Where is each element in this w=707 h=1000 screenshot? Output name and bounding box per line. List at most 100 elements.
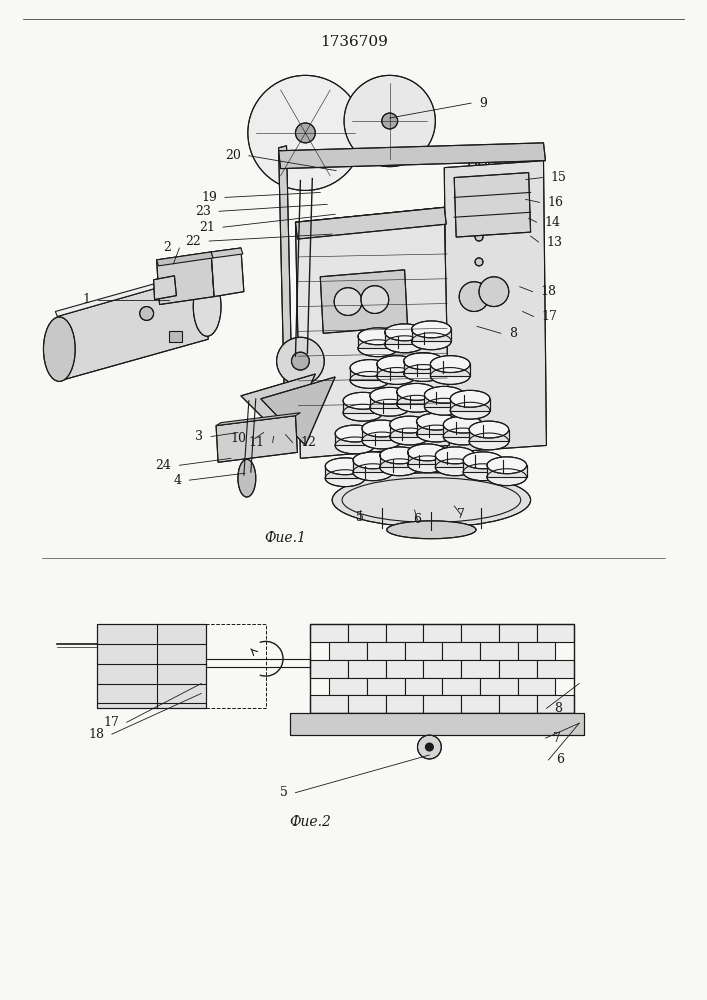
Ellipse shape [350, 372, 390, 388]
Ellipse shape [416, 425, 456, 442]
Polygon shape [404, 678, 443, 695]
Text: 9: 9 [479, 97, 487, 110]
Ellipse shape [463, 452, 503, 469]
Circle shape [475, 208, 483, 216]
Polygon shape [156, 252, 214, 305]
Polygon shape [499, 660, 537, 678]
Ellipse shape [380, 447, 419, 464]
Text: 1: 1 [82, 293, 90, 306]
Circle shape [475, 258, 483, 266]
Ellipse shape [407, 456, 448, 473]
Polygon shape [291, 713, 584, 735]
Polygon shape [450, 399, 490, 411]
Ellipse shape [450, 402, 490, 419]
Polygon shape [499, 157, 507, 437]
Text: 22: 22 [185, 235, 201, 248]
Polygon shape [156, 252, 213, 266]
Bar [206, 624, 266, 708]
Ellipse shape [390, 428, 429, 445]
Polygon shape [386, 624, 423, 642]
Ellipse shape [325, 458, 365, 475]
Ellipse shape [362, 420, 402, 437]
Ellipse shape [436, 459, 475, 476]
Text: 18: 18 [88, 728, 104, 741]
Ellipse shape [385, 324, 424, 341]
Polygon shape [211, 248, 243, 258]
Polygon shape [362, 429, 402, 440]
Circle shape [459, 282, 489, 311]
Ellipse shape [43, 317, 75, 381]
Polygon shape [310, 624, 348, 642]
Polygon shape [423, 624, 461, 642]
Polygon shape [367, 642, 404, 660]
Polygon shape [153, 276, 177, 300]
Ellipse shape [436, 447, 475, 464]
Ellipse shape [350, 360, 390, 376]
Polygon shape [377, 364, 416, 376]
Text: 19: 19 [201, 191, 217, 204]
Polygon shape [386, 695, 423, 713]
Circle shape [344, 75, 436, 167]
Text: 8: 8 [554, 702, 562, 715]
Ellipse shape [411, 321, 451, 338]
Polygon shape [261, 377, 335, 445]
Ellipse shape [325, 470, 365, 487]
Polygon shape [279, 143, 546, 169]
Polygon shape [370, 396, 409, 408]
Polygon shape [386, 660, 423, 678]
Polygon shape [480, 678, 518, 695]
Text: 14: 14 [544, 216, 561, 229]
Ellipse shape [424, 386, 464, 403]
Ellipse shape [377, 356, 416, 373]
Text: 12: 12 [300, 436, 316, 449]
Polygon shape [211, 248, 244, 297]
Polygon shape [461, 624, 499, 642]
Polygon shape [385, 332, 424, 344]
Polygon shape [469, 430, 509, 441]
Ellipse shape [358, 340, 397, 357]
Polygon shape [348, 695, 386, 713]
Polygon shape [443, 425, 483, 437]
Circle shape [334, 288, 362, 315]
Circle shape [382, 113, 397, 129]
Polygon shape [55, 270, 206, 316]
Polygon shape [416, 422, 456, 434]
Text: 18: 18 [541, 285, 556, 298]
Ellipse shape [487, 457, 527, 474]
Text: 17: 17 [542, 310, 557, 323]
Circle shape [475, 283, 483, 291]
Polygon shape [279, 146, 293, 452]
Text: 2: 2 [163, 241, 171, 254]
Text: Фие.1: Фие.1 [264, 531, 306, 545]
Ellipse shape [390, 416, 429, 433]
Polygon shape [423, 660, 461, 678]
Circle shape [361, 286, 389, 313]
Polygon shape [479, 157, 487, 437]
Polygon shape [348, 660, 386, 678]
Ellipse shape [416, 413, 456, 430]
Polygon shape [487, 465, 527, 477]
Polygon shape [463, 460, 503, 472]
Text: 23: 23 [195, 205, 211, 218]
Circle shape [479, 277, 509, 307]
Ellipse shape [362, 432, 402, 449]
Ellipse shape [370, 399, 409, 416]
Polygon shape [443, 642, 480, 660]
Text: 7: 7 [554, 732, 561, 745]
Polygon shape [443, 678, 480, 695]
Polygon shape [431, 364, 470, 376]
Polygon shape [350, 368, 390, 380]
Ellipse shape [469, 421, 509, 438]
Text: 13: 13 [547, 236, 563, 249]
Ellipse shape [450, 390, 490, 407]
Ellipse shape [377, 368, 416, 384]
Circle shape [475, 184, 483, 191]
Polygon shape [329, 678, 367, 695]
Text: 6: 6 [556, 753, 564, 766]
Text: 3: 3 [195, 430, 203, 443]
Polygon shape [397, 392, 436, 404]
Text: 6: 6 [414, 513, 421, 526]
Text: 5: 5 [280, 786, 288, 799]
Text: 4: 4 [173, 474, 182, 487]
Polygon shape [404, 361, 443, 373]
